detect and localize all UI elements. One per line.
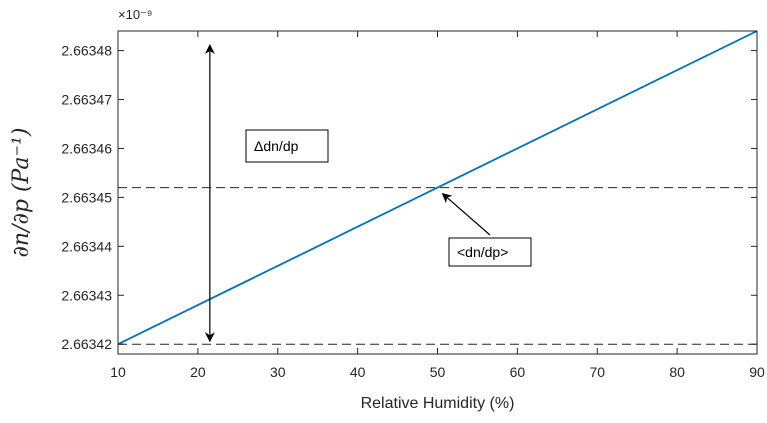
y-tick-label-1: 2.66343 [61, 287, 112, 303]
mean-annotation-box [448, 237, 532, 267]
series-layer [117, 30, 758, 346]
x-tick-label-5: 60 [510, 364, 526, 380]
x-tick-label-6: 70 [589, 364, 605, 380]
x-tick-label-0: 10 [110, 364, 126, 380]
x-tick-label-4: 50 [430, 364, 446, 380]
y-exponent-label: ×10⁻⁹ [118, 7, 152, 22]
axes-layer: 10 20 30 40 50 60 70 80 90 2.66342 2.66343 2.66344 2… [61, 30, 765, 380]
x-tick-label-8: 90 [749, 364, 765, 380]
annotation-layer: Δdn/dp <dn/dp> [204, 44, 532, 343]
mean-annotation-text: <dn/dp> [457, 244, 508, 260]
delta-annotation-text: Δdn/dp [254, 138, 299, 154]
y-tick-label-3: 2.66345 [61, 189, 112, 205]
y-tick-label-5: 2.66347 [61, 92, 112, 108]
x-tick-label-2: 30 [270, 364, 286, 380]
x-tick-label-3: 40 [350, 364, 366, 380]
plot-background [118, 31, 757, 354]
series-line-0 [117, 30, 758, 346]
y-tick-label-2: 2.66344 [61, 238, 112, 254]
y-axis-label: ∂n/∂p (Pa⁻¹) [9, 128, 34, 258]
y-tick-label-0: 2.66342 [61, 336, 112, 352]
y-tick-label-4: 2.66346 [61, 140, 112, 156]
x-tick-label-1: 20 [190, 364, 206, 380]
x-axis-label: Relative Humidity (%) [361, 395, 515, 412]
plot-area [118, 31, 757, 354]
x-tick-label-7: 80 [669, 364, 685, 380]
delta-annotation-box [245, 129, 329, 163]
mean-annotation-arrow [441, 192, 491, 236]
y-tick-label-6: 2.66348 [61, 43, 112, 59]
